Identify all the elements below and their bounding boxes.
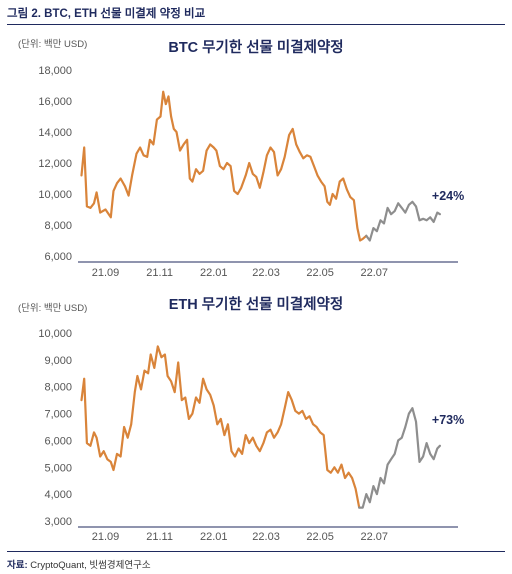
eth-y-tick-label: 3,000 [44, 516, 72, 528]
btc-y-tick-label: 16,000 [38, 96, 72, 108]
source-text: CryptoQuant, 빗썸경제연구소 [27, 560, 151, 571]
eth-x-tick-label: 21.09 [92, 531, 120, 543]
eth-series-line-orange [80, 345, 361, 509]
eth-y-tick-label: 8,000 [44, 382, 72, 394]
eth-y-tick-label: 4,000 [44, 489, 72, 501]
btc-y-tick-label: 12,000 [38, 158, 72, 170]
btc-series-line-orange [80, 90, 368, 242]
source-note: 자료: CryptoQuant, 빗썸경제연구소 [7, 557, 151, 571]
eth-x-tick-label: 22.01 [200, 531, 228, 543]
btc-x-tick-label: 22.01 [200, 267, 228, 279]
eth-y-tick-label: 9,000 [44, 355, 72, 367]
btc-y-tick-label: 6,000 [44, 251, 72, 263]
btc-x-tick-label: 22.03 [252, 267, 280, 279]
btc-y-tick-label: 18,000 [38, 65, 72, 77]
btc-chart-title: BTC 무기한 선물 미결제약정 [168, 38, 343, 56]
btc-change-annotation: +24% [432, 189, 464, 203]
top-rule [7, 24, 505, 25]
bottom-rule [7, 551, 505, 552]
eth-chart-title: ETH 무기한 선물 미결제약정 [169, 295, 344, 313]
source-label: 자료: [7, 560, 28, 571]
btc-y-tick-label: 8,000 [44, 220, 72, 232]
eth-y-tick-label: 7,000 [44, 409, 72, 421]
eth-x-tick-label: 22.05 [306, 531, 334, 543]
btc-y-tick-label: 14,000 [38, 127, 72, 139]
eth-y-tick-label: 5,000 [44, 462, 72, 474]
eth-unit-label: (단위: 백만 USD) [18, 302, 87, 314]
eth-series-line-gray [358, 407, 441, 509]
eth-y-tick-label: 6,000 [44, 435, 72, 447]
figure-title: 그림 2. BTC, ETH 선물 미결제 약정 비교 [7, 8, 206, 20]
eth-x-tick-label: 22.03 [252, 531, 280, 543]
btc-unit-label: (단위: 백만 USD) [18, 38, 87, 50]
btc-x-tick-label: 21.09 [92, 267, 120, 279]
btc-open-interest-chart: (단위: 백만 USD) BTC 무기한 선물 미결제약정 6,000 8,000 10… [18, 38, 464, 279]
btc-x-tick-label: 21.11 [146, 267, 173, 279]
btc-x-tick-label: 22.07 [361, 267, 389, 279]
eth-x-tick-label: 21.11 [146, 531, 173, 543]
btc-x-tick-label: 22.05 [306, 267, 334, 279]
eth-x-tick-label: 22.07 [361, 531, 389, 543]
btc-series-line-gray [365, 200, 441, 242]
eth-change-annotation: +73% [432, 413, 464, 427]
eth-open-interest-chart: (단위: 백만 USD) ETH 무기한 선물 미결제약정 3,000 4,000 5,… [18, 295, 464, 543]
eth-y-tick-label: 10,000 [38, 328, 72, 340]
btc-y-tick-label: 10,000 [38, 189, 72, 201]
